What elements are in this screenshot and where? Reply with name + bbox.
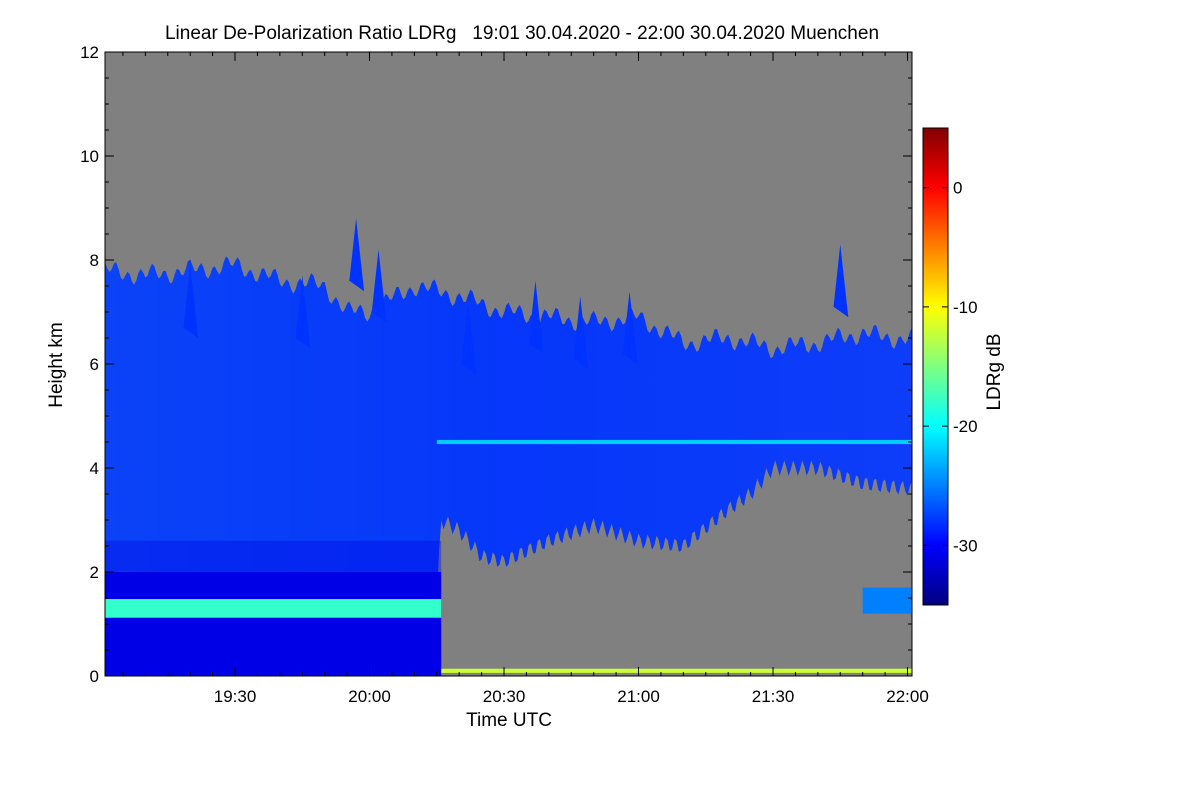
y-tick-label: 6 [90, 355, 99, 374]
colorbar-tick-label: -10 [953, 298, 978, 317]
right-low-layer [862, 587, 912, 614]
x-axis-label: Time UTC [466, 710, 552, 731]
colorbar-tick-label: 0 [953, 179, 962, 198]
x-tick-label: 22:00 [886, 687, 929, 706]
y-tick-label: 8 [90, 251, 99, 270]
fall-streak [622, 291, 638, 364]
y-tick-label: 4 [90, 459, 99, 478]
y-axis-label: Height km [46, 322, 67, 408]
fall-streak [573, 296, 589, 370]
y-tick-label: 10 [80, 147, 99, 166]
x-tick-label: 21:30 [752, 687, 795, 706]
bright-band [105, 599, 442, 618]
colorbar-tick-label: -30 [953, 536, 978, 555]
fall-streak [528, 280, 544, 354]
x-tick-label: 20:00 [348, 687, 391, 706]
x-tick-label: 21:00 [617, 687, 660, 706]
fall-streak [349, 218, 365, 292]
plot-area [105, 52, 912, 676]
lower-layer [105, 572, 442, 676]
y-tick-label: 2 [90, 563, 99, 582]
fall-streak [183, 265, 199, 338]
surface-layer [441, 668, 912, 673]
cloud-texture [105, 256, 912, 676]
fall-streak [371, 249, 387, 323]
colorbar: 0 -10 -20 -30 [922, 127, 978, 606]
fall-streak [833, 244, 849, 318]
fall-streak [295, 275, 311, 349]
x-tick-label: 20:30 [483, 687, 526, 706]
chart-title: Linear De-Polarization Ratio LDRg 19:01 … [165, 23, 879, 44]
upper-layer-band [436, 439, 912, 445]
colorbar-tick-label: -20 [953, 417, 978, 436]
lower-layer-blend [105, 540, 442, 572]
y-tick-label: 12 [80, 43, 99, 62]
y-axis: 0 2 4 6 8 10 12 [80, 43, 912, 686]
y-tick-label: 0 [90, 667, 99, 686]
colorbar-label: LDRg dB [984, 333, 1005, 410]
x-axis: 19:30 20:00 20:30 21:00 21:30 22:00 [122, 52, 929, 706]
x-tick-label: 19:30 [214, 687, 257, 706]
fall-streak [461, 301, 477, 375]
colorbar-gradient [922, 127, 949, 606]
